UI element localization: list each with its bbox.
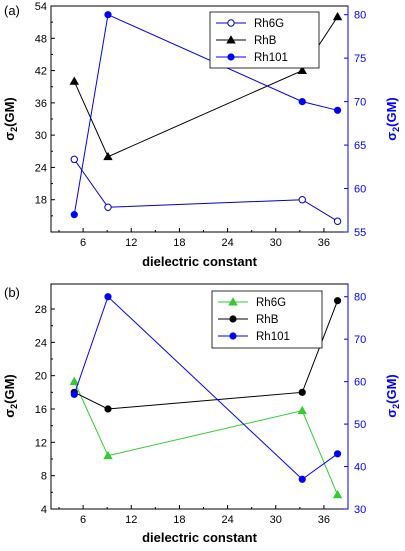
left-ticks-a: 18 24 30 36 42 48 54	[35, 1, 55, 217]
y-right-tick-label: 70	[354, 334, 366, 346]
y-axis-label-left-a: σ2(GM)	[2, 97, 19, 141]
y-right-tick-label: 40	[354, 462, 366, 474]
y-right-tick-label: 75	[354, 53, 366, 65]
x-axis-label-a: dielectric constant	[142, 254, 258, 269]
legend-label: RhB	[256, 314, 279, 326]
legend-marker	[227, 53, 235, 61]
chart-b: (b) 6 12 18 24 30 36 4 8 12 16 20 24 28 30 40 50 60 70 8…	[2, 283, 401, 545]
data-point-rhb	[333, 297, 342, 305]
data-point-rh6g	[333, 217, 342, 225]
y-right-tick-label: 60	[354, 184, 366, 196]
x-tick-label: 6	[80, 514, 86, 526]
x-tick-label: 36	[318, 514, 330, 526]
chart-a: (a) 6 12 18 24 30 36 18 24 30 36 42 48 54 55 60 65 70 7…	[2, 1, 401, 269]
data-point-rh101	[298, 98, 306, 106]
legend-marker	[228, 297, 238, 306]
right-ticks-b: 30 40 50 60 70 80	[344, 284, 366, 516]
data-point-rh6g	[70, 155, 78, 164]
y-left-tick-label: 28	[35, 304, 47, 316]
data-point-rh6g	[69, 376, 79, 385]
y-left-tick-label: 16	[35, 404, 47, 416]
x-axis-label-b: dielectric constant	[142, 530, 258, 545]
panel-label-a: (a)	[4, 3, 20, 18]
data-point-rhb	[332, 11, 343, 21]
y-left-tick-label: 4	[41, 504, 47, 516]
y-right-tick-label: 60	[354, 377, 366, 389]
legend-a: Rh6G RhB Rh101	[209, 11, 320, 69]
data-point-rhb	[69, 76, 79, 85]
y-left-tick-label: 30	[35, 130, 47, 142]
y-right-tick-label: 80	[354, 10, 366, 22]
x-tick-label: 12	[125, 237, 137, 249]
legend-marker	[227, 19, 235, 27]
series-line-rhb	[73, 16, 338, 158]
data-point-rhb	[104, 405, 112, 413]
y-left-tick-label: 12	[35, 437, 47, 449]
data-point-rh101	[70, 211, 78, 219]
data-point-rh101	[104, 293, 112, 301]
series-b	[69, 293, 343, 499]
series-line-rh6g	[73, 381, 339, 496]
y-left-tick-label: 54	[35, 1, 47, 13]
series-a	[69, 11, 343, 225]
y-left-tick-label: 42	[35, 66, 47, 78]
legend-marker	[226, 35, 236, 44]
data-point-rhb	[297, 65, 307, 75]
data-point-rhb	[298, 388, 306, 396]
series-line-rh6g	[73, 159, 338, 222]
legend-label: RhB	[254, 35, 277, 47]
data-point-rh101	[104, 11, 112, 19]
y-left-tick-label: 18	[35, 195, 47, 207]
y-axis-label-left-b: σ2(GM)	[2, 374, 19, 418]
series-line-rh101	[73, 295, 338, 480]
panel-label-b: (b)	[4, 285, 20, 300]
x-tick-label: 18	[173, 514, 185, 526]
legend-marker	[229, 315, 237, 323]
data-point-rh6g	[298, 196, 306, 204]
data-point-rh101	[70, 390, 78, 398]
y-left-tick-label: 24	[35, 337, 47, 349]
legend-label: Rh101	[254, 52, 288, 64]
y-right-tick-label: 50	[354, 419, 366, 431]
y-right-tick-label: 70	[354, 97, 366, 109]
y-right-tick-label: 80	[354, 292, 366, 304]
y-left-tick-label: 48	[35, 33, 47, 45]
y-right-tick-label: 30	[354, 504, 366, 516]
legend-label: Rh6G	[254, 18, 284, 30]
legend-marker	[229, 332, 237, 340]
data-point-rh6g	[297, 405, 307, 415]
x-ticks-b: 6 12 18 24 30 36	[58, 505, 349, 526]
x-tick-label: 18	[173, 237, 185, 249]
legend-label: Rh6G	[256, 297, 286, 309]
x-tick-label: 6	[80, 237, 86, 249]
x-tick-label: 36	[318, 237, 330, 249]
x-ticks-a: 6 12 18 24 30 36	[58, 228, 349, 249]
x-tick-label: 24	[221, 514, 233, 526]
x-tick-label: 30	[270, 237, 282, 249]
y-right-tick-label: 65	[354, 140, 366, 152]
y-axis-label-right-a: σ2(GM)	[384, 97, 401, 141]
data-point-rh6g	[103, 450, 113, 460]
y-left-tick-label: 36	[35, 98, 47, 110]
legend-label: Rh101	[256, 331, 290, 343]
data-point-rh6g	[332, 490, 343, 499]
x-tick-label: 30	[270, 514, 282, 526]
data-point-rhb	[103, 151, 113, 161]
y-left-tick-label: 8	[41, 471, 47, 483]
y-left-tick-label: 24	[35, 162, 47, 174]
x-tick-label: 24	[221, 237, 233, 249]
series-line-rh101	[73, 13, 338, 215]
x-tick-label: 12	[125, 514, 137, 526]
right-ticks-a: 55 60 65 70 75 80	[344, 6, 366, 239]
data-point-rh6g	[104, 203, 112, 211]
y-axis-label-right-b: σ2(GM)	[384, 374, 401, 418]
data-point-rh101	[298, 475, 306, 483]
legend-b: Rh6G RhB Rh101	[211, 290, 323, 349]
left-ticks-b: 4 8 12 16 20 24 28	[35, 304, 55, 516]
y-left-tick-label: 20	[35, 371, 47, 383]
y-right-tick-label: 55	[354, 227, 366, 239]
data-point-rh101	[333, 450, 342, 458]
data-point-rh101	[333, 106, 342, 114]
